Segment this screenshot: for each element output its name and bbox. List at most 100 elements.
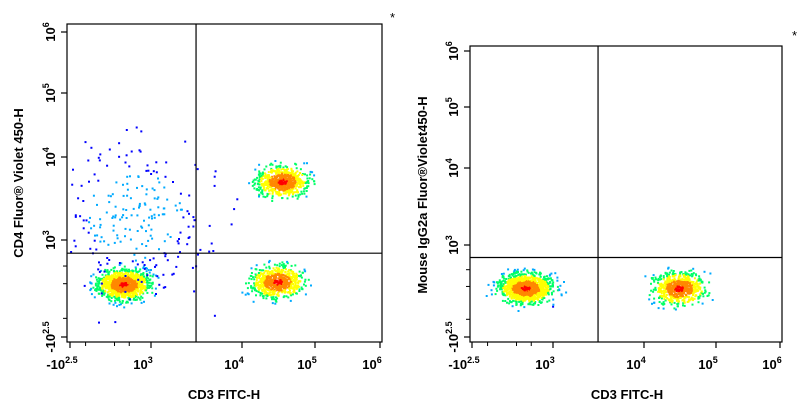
event-dot xyxy=(705,291,707,293)
event-dot xyxy=(147,277,149,279)
event-dot xyxy=(653,289,655,291)
event-dot xyxy=(509,296,511,298)
event-dot xyxy=(115,272,117,274)
event-dot xyxy=(667,298,669,300)
event-dot xyxy=(96,234,98,236)
event-dot xyxy=(288,194,290,196)
event-dot xyxy=(524,286,526,288)
event-dot xyxy=(154,266,156,268)
x-tick-label: 103 xyxy=(133,355,152,372)
event-dot xyxy=(103,278,105,280)
event-dot xyxy=(296,167,298,169)
event-dot xyxy=(116,234,118,236)
event-dot xyxy=(150,173,152,175)
event-dot xyxy=(275,281,277,283)
event-dot xyxy=(114,321,116,323)
event-dot xyxy=(296,184,298,186)
event-dot xyxy=(521,294,523,296)
event-dot xyxy=(163,287,165,289)
event-dot xyxy=(663,275,665,277)
event-dot xyxy=(701,281,703,283)
event-dot xyxy=(668,267,670,269)
event-dot xyxy=(546,278,548,280)
event-dot xyxy=(523,294,525,296)
event-dot xyxy=(82,200,84,202)
event-dot xyxy=(275,296,277,298)
event-dot xyxy=(262,172,264,174)
event-dot xyxy=(106,263,108,265)
event-dot xyxy=(270,291,272,293)
event-dot xyxy=(97,281,99,283)
event-dot xyxy=(180,193,182,195)
event-dot xyxy=(663,308,665,310)
y-tick-label: 103 xyxy=(41,230,58,249)
event-dot xyxy=(172,181,174,183)
event-dot xyxy=(253,187,255,189)
event-dot xyxy=(653,302,655,304)
x-tick-label: 106 xyxy=(362,355,381,372)
event-dot xyxy=(688,270,690,272)
event-dot xyxy=(283,295,285,297)
event-dot xyxy=(518,280,520,282)
event-dot xyxy=(291,270,293,272)
event-dot xyxy=(136,127,138,129)
event-dot xyxy=(679,297,681,299)
event-dot xyxy=(540,302,542,304)
event-dot xyxy=(113,304,115,306)
event-dot xyxy=(504,282,506,284)
event-dot xyxy=(117,290,119,292)
event-dot xyxy=(269,164,271,166)
event-dot xyxy=(116,276,118,278)
event-dot xyxy=(127,189,129,191)
event-dot xyxy=(163,208,165,210)
event-dot xyxy=(261,183,263,185)
event-dot xyxy=(299,172,301,174)
event-dot xyxy=(259,275,261,277)
event-dot xyxy=(275,301,277,303)
event-dot xyxy=(111,287,113,289)
event-dot xyxy=(279,284,281,286)
event-dot xyxy=(537,304,539,306)
event-dot xyxy=(125,302,127,304)
event-dot xyxy=(511,295,513,297)
event-dot xyxy=(276,184,278,186)
event-dot xyxy=(134,291,136,293)
event-dot xyxy=(283,287,285,289)
event-dot xyxy=(186,243,188,245)
event-dot xyxy=(280,277,282,279)
event-dot xyxy=(284,172,286,174)
event-dot xyxy=(132,276,134,278)
event-dot xyxy=(113,270,115,272)
event-dot xyxy=(72,169,74,171)
event-dot xyxy=(271,181,273,183)
event-dot xyxy=(530,298,532,300)
event-dot xyxy=(252,181,254,183)
event-dot xyxy=(94,296,96,298)
event-dot xyxy=(653,279,655,281)
event-dot xyxy=(94,289,96,291)
event-dot xyxy=(501,273,503,275)
event-dot xyxy=(531,301,533,303)
event-dot xyxy=(686,281,688,283)
event-dot xyxy=(496,281,498,283)
event-dot xyxy=(199,249,201,251)
event-dot xyxy=(136,214,138,216)
event-dot xyxy=(687,301,689,303)
event-dot xyxy=(534,294,536,296)
event-dot xyxy=(251,267,253,269)
event-dot xyxy=(276,166,278,168)
event-dot xyxy=(142,278,144,280)
event-dot xyxy=(288,269,290,271)
event-dot xyxy=(122,275,124,277)
event-dot xyxy=(500,281,502,283)
event-dot xyxy=(663,290,665,292)
event-dot xyxy=(691,275,693,277)
event-dot xyxy=(148,217,150,219)
event-dot xyxy=(293,182,295,184)
event-dot xyxy=(543,276,545,278)
event-dot xyxy=(139,297,141,299)
event-dot xyxy=(126,279,128,281)
event-dot xyxy=(149,279,151,281)
event-dot xyxy=(254,169,256,171)
event-dot xyxy=(100,264,102,266)
